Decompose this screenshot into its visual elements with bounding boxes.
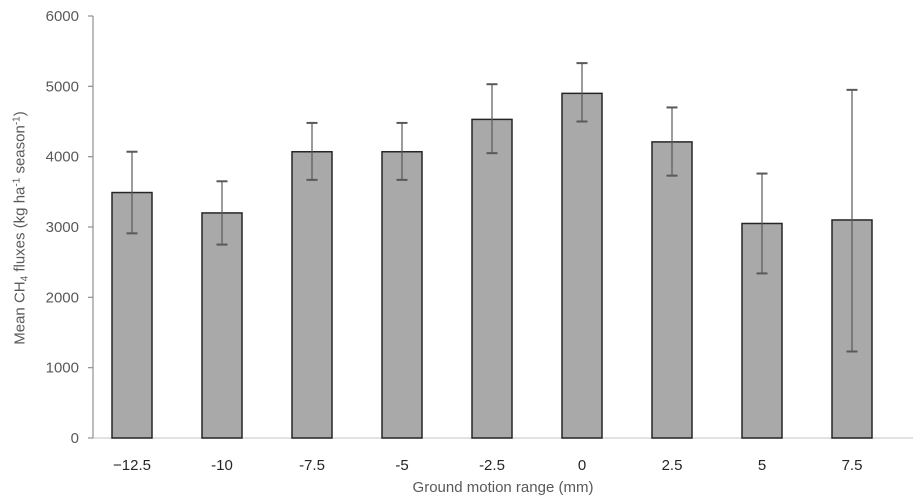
error-bar--12.5 (126, 150, 138, 235)
bar--5 (381, 150, 423, 439)
x-tick-label-2.5: 2.5 (662, 457, 683, 474)
error-bar-0 (576, 62, 588, 123)
y-axis-title-text: season (11, 125, 29, 178)
error-bar-7.5 (846, 88, 858, 353)
y-axis-title-superscript: -1 (11, 177, 23, 187)
y-axis-title-text: ) (11, 111, 29, 117)
x-tick-label--5: -5 (395, 457, 408, 474)
error-bar-5 (756, 172, 768, 275)
error-bar-2.5 (666, 106, 678, 177)
x-tick-label-5: 5 (758, 457, 766, 474)
bar--2.5 (471, 118, 513, 439)
bar-2.5 (651, 141, 693, 439)
y-axis-title-subscript: 4 (19, 275, 31, 282)
bar--7.5 (291, 150, 333, 439)
error-bar--5 (396, 121, 408, 181)
y-tick-label-2000: 2000 (46, 289, 79, 306)
x-tick-label-7.5: 7.5 (842, 457, 863, 474)
y-tick-label-1000: 1000 (46, 360, 79, 377)
bar-0 (561, 92, 603, 439)
y-axis-title-text: fluxes (kg ha (11, 186, 29, 276)
x-tick-label--12.5: −12.5 (113, 457, 151, 474)
y-tick-label-6000: 6000 (46, 8, 79, 25)
y-tick-label-3000: 3000 (46, 219, 79, 236)
error-bar--10 (216, 180, 228, 246)
x-tick-label--7.5: -7.5 (299, 457, 325, 474)
y-axis-title-superscript: -1 (11, 116, 23, 126)
x-axis-title: Ground motion range (mm) (412, 479, 594, 496)
x-tick-label-0: 0 (578, 457, 586, 474)
error-bar--2.5 (486, 83, 498, 155)
y-axis-title: Mean CH4 fluxes (kg ha-1 season-1) (12, 111, 31, 345)
y-tick-label-0: 0 (71, 430, 79, 447)
bar--10 (201, 212, 243, 439)
y-tick-label-4000: 4000 (46, 149, 79, 166)
y-tick-label-5000: 5000 (46, 78, 79, 95)
y-axis-title-text: Mean CH (11, 281, 29, 345)
x-tick-label--2.5: -2.5 (479, 457, 505, 474)
error-bar--7.5 (306, 121, 318, 181)
x-tick-label--10: -10 (211, 457, 233, 474)
